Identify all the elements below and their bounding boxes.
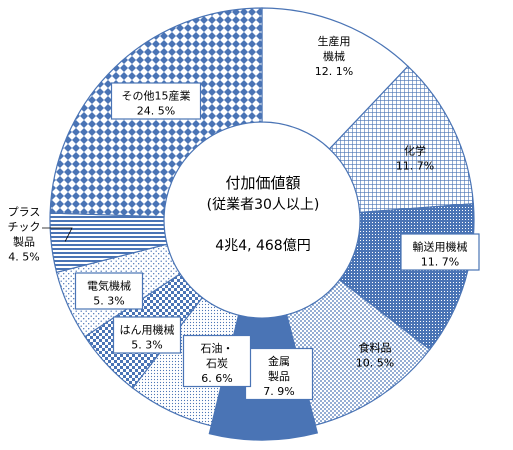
slice-value-0: 12. 1% <box>315 65 353 78</box>
slice-name-3: 食料品 <box>359 341 392 355</box>
slice-label-box-6 <box>112 316 182 354</box>
slice-value-8: 4. 5% <box>8 251 39 264</box>
slice-name-4: 金属 <box>268 354 290 368</box>
slice-label-box-5 <box>182 334 252 388</box>
slice-name-2: 輸送用機械 <box>413 240 468 254</box>
slice-value-1: 11. 7% <box>396 160 434 173</box>
slice-name-6: はん用機械 <box>120 323 175 337</box>
slice-value-6: 5. 3% <box>131 339 162 352</box>
center-total: 4兆4, 468億円 <box>215 238 310 254</box>
slice-label-6: はん用機械 5. 3% <box>112 316 182 354</box>
slice-label-box-9 <box>110 82 202 120</box>
slice-name-0: 生産用 <box>318 34 351 48</box>
slice-name-8: プラス <box>8 206 41 219</box>
slice-name-4: 製品 <box>268 369 290 383</box>
center-title: 付加価値額 <box>225 174 300 192</box>
slice-name-9: その他15産業 <box>122 90 191 103</box>
slice-value-4: 7. 9% <box>263 385 294 398</box>
slice-name-0: 機械 <box>323 49 345 63</box>
slice-name-5: 石油・ <box>201 341 234 355</box>
slice-name-8: 製品 <box>13 235 35 249</box>
slice-value-5: 6. 6% <box>201 372 232 385</box>
slice-label-2: 輸送用機械 11. 7% <box>400 233 480 271</box>
slice-name-7: 電気機械 <box>87 279 131 293</box>
center-subtitle: (従業者30人以上) <box>207 197 320 213</box>
slice-label-9: その他15産業 24. 5% <box>110 82 202 120</box>
slice-label-5: 石油・石炭 6. 6% <box>182 334 252 388</box>
slice-value-9: 24. 5% <box>137 105 175 118</box>
slice-value-2: 11. 7% <box>421 256 459 269</box>
slice-label-3: 食料品 10. 5% <box>356 341 394 370</box>
slice-name-8: チック <box>8 221 41 234</box>
slice-value-3: 10. 5% <box>356 357 394 370</box>
slice-label-box-7 <box>74 272 144 310</box>
leader-line <box>42 227 73 242</box>
slice-name-5: 石炭 <box>206 357 228 370</box>
slice-name-1: 化学 <box>404 144 426 158</box>
slice-label-1: 化学 11. 7% <box>396 144 434 173</box>
slice-value-7: 5. 3% <box>93 295 124 308</box>
slice-label-box-2 <box>400 233 480 271</box>
slice-label-7: 電気機械 5. 3% <box>74 272 144 310</box>
